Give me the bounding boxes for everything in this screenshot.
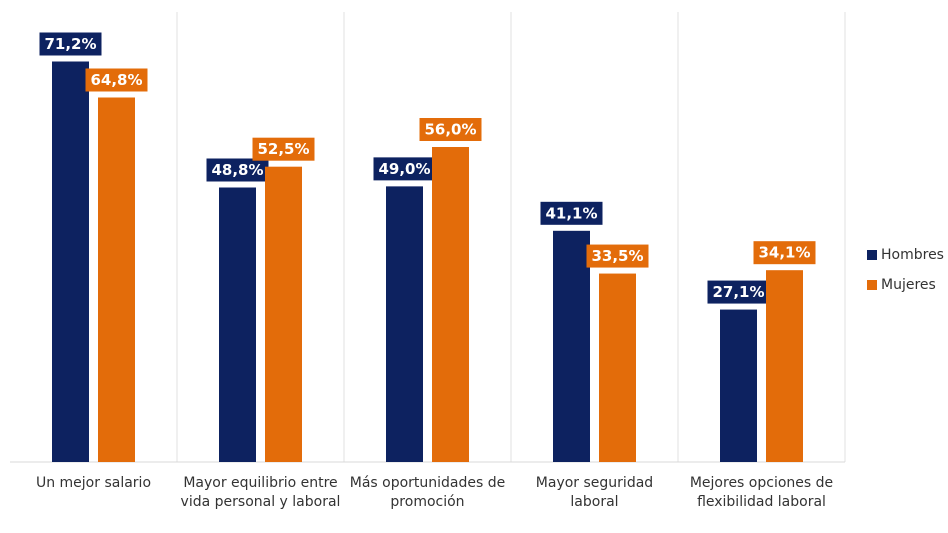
legend-label: Hombres	[881, 247, 944, 263]
data-label: 56,0%	[424, 121, 476, 139]
bar	[98, 97, 135, 462]
x-tick-label: Más oportunidades de promoción	[349, 475, 506, 510]
x-tick-label: Un mejor salario	[35, 475, 152, 491]
data-label-box	[39, 32, 102, 56]
data-label: 33,5%	[591, 247, 643, 265]
bar	[432, 147, 469, 462]
data-label: 27,1%	[712, 283, 764, 301]
legend-label: Mujeres	[881, 277, 936, 293]
bar	[720, 309, 757, 462]
bar	[386, 186, 423, 462]
data-label: 52,5%	[257, 140, 309, 158]
data-label-box	[85, 68, 148, 92]
data-label-box	[252, 137, 315, 161]
data-label: 48,8%	[211, 161, 263, 179]
data-label-box	[419, 118, 482, 141]
legend-swatch	[867, 250, 877, 260]
bar	[599, 273, 636, 462]
data-label-box	[753, 241, 816, 265]
bar	[265, 166, 302, 462]
data-label: 49,0%	[378, 160, 430, 178]
x-tick-label: Mayor equilibrio entre vida personal y l…	[180, 475, 341, 510]
bar	[52, 61, 89, 462]
data-label: 64,8%	[90, 71, 142, 89]
x-tick-label: Mejores opciones de flexibilidad laboral	[689, 475, 834, 510]
data-label-box	[206, 158, 269, 182]
bar	[553, 230, 590, 462]
legend-swatch	[867, 280, 877, 290]
data-label: 41,1%	[545, 204, 597, 222]
data-label: 34,1%	[758, 244, 810, 262]
bar	[219, 187, 256, 462]
bar	[766, 270, 803, 462]
data-label: 71,2%	[44, 35, 96, 53]
data-label-box	[540, 201, 603, 225]
x-tick-label: Mayor seguridad laboral	[535, 475, 654, 510]
data-label-box	[373, 157, 436, 181]
data-label-box	[707, 280, 770, 304]
data-label-box	[586, 244, 649, 268]
